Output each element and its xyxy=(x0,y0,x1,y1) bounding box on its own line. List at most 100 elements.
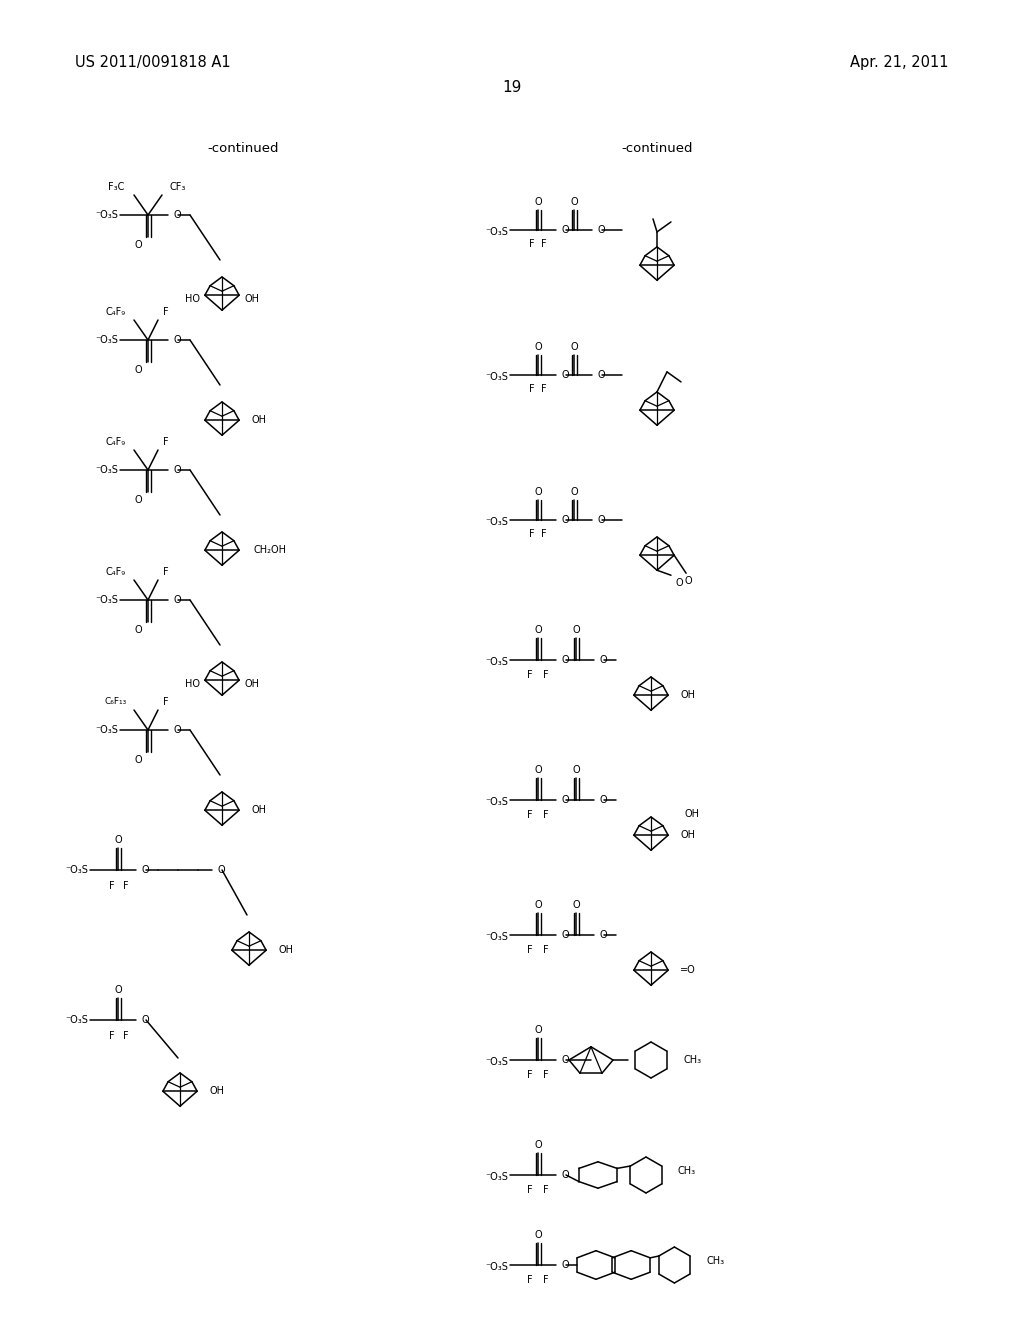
Text: F: F xyxy=(163,308,169,317)
Text: F: F xyxy=(110,880,115,891)
Text: O: O xyxy=(535,900,542,909)
Text: O: O xyxy=(134,624,141,635)
Text: O: O xyxy=(561,224,568,235)
Text: O: O xyxy=(597,370,604,380)
Text: ⁻O₃S: ⁻O₃S xyxy=(485,517,508,527)
Text: F: F xyxy=(163,697,169,708)
Text: C₄F₉: C₄F₉ xyxy=(105,568,126,577)
Text: CF₃: CF₃ xyxy=(170,182,186,191)
Text: F: F xyxy=(543,1071,549,1080)
Text: F: F xyxy=(543,1185,549,1195)
Text: F: F xyxy=(527,1185,532,1195)
Text: O: O xyxy=(600,795,607,805)
Text: ⁻O₃S: ⁻O₃S xyxy=(485,1057,508,1067)
Text: O: O xyxy=(570,197,578,207)
Text: F: F xyxy=(543,810,549,820)
Text: F: F xyxy=(123,880,129,891)
Text: US 2011/0091818 A1: US 2011/0091818 A1 xyxy=(75,54,230,70)
Text: C₄F₉: C₄F₉ xyxy=(105,437,126,447)
Text: O: O xyxy=(535,766,542,775)
Text: O: O xyxy=(600,655,607,665)
Text: F: F xyxy=(527,1071,532,1080)
Text: O: O xyxy=(142,865,150,875)
Text: O: O xyxy=(535,1230,542,1239)
Text: F: F xyxy=(542,239,547,249)
Text: O: O xyxy=(174,210,181,220)
Text: O: O xyxy=(684,577,692,586)
Text: ⁻O₃S: ⁻O₃S xyxy=(66,865,88,875)
Text: -continued: -continued xyxy=(207,141,279,154)
Text: -continued: -continued xyxy=(622,141,693,154)
Text: ⁻O₃S: ⁻O₃S xyxy=(95,465,118,475)
Text: O: O xyxy=(562,931,569,940)
Text: HO: HO xyxy=(185,680,200,689)
Text: O: O xyxy=(572,900,580,909)
Text: F: F xyxy=(163,437,169,447)
Text: OH: OH xyxy=(680,690,695,700)
Text: OH: OH xyxy=(680,830,695,841)
Text: F: F xyxy=(543,671,549,680)
Text: O: O xyxy=(535,487,542,498)
Text: C₆F₁₃: C₆F₁₃ xyxy=(104,697,127,706)
Text: O: O xyxy=(535,342,542,352)
Text: F: F xyxy=(543,945,549,954)
Text: F: F xyxy=(527,671,532,680)
Text: O: O xyxy=(535,1026,542,1035)
Text: OH: OH xyxy=(251,416,266,425)
Text: OH: OH xyxy=(244,680,259,689)
Text: O: O xyxy=(218,865,225,875)
Text: F: F xyxy=(542,529,547,539)
Text: O: O xyxy=(174,335,181,345)
Text: O: O xyxy=(174,725,181,735)
Text: O: O xyxy=(561,515,568,525)
Text: O: O xyxy=(142,1015,150,1026)
Text: 19: 19 xyxy=(503,81,521,95)
Text: O: O xyxy=(535,1140,542,1150)
Text: O: O xyxy=(562,1055,569,1065)
Text: F: F xyxy=(527,810,532,820)
Text: O: O xyxy=(134,495,141,506)
Text: F: F xyxy=(529,529,535,539)
Text: O: O xyxy=(597,515,604,525)
Text: OH: OH xyxy=(209,1086,224,1096)
Text: F: F xyxy=(529,239,535,249)
Text: F: F xyxy=(163,568,169,577)
Text: OH: OH xyxy=(244,294,259,304)
Text: OH: OH xyxy=(684,809,699,818)
Text: ⁻O₃S: ⁻O₃S xyxy=(95,335,118,345)
Text: ⁻O₃S: ⁻O₃S xyxy=(485,372,508,381)
Text: CH₃: CH₃ xyxy=(678,1166,696,1176)
Text: F: F xyxy=(527,945,532,954)
Text: O: O xyxy=(115,985,122,995)
Text: ⁻O₃S: ⁻O₃S xyxy=(485,657,508,667)
Text: OH: OH xyxy=(279,945,293,956)
Text: ⁻O₃S: ⁻O₃S xyxy=(66,1015,88,1026)
Text: F₃C: F₃C xyxy=(108,182,124,191)
Text: F: F xyxy=(543,1275,549,1284)
Text: ⁻O₃S: ⁻O₃S xyxy=(95,595,118,605)
Text: O: O xyxy=(535,197,542,207)
Text: O: O xyxy=(115,836,122,845)
Text: CH₂OH: CH₂OH xyxy=(253,545,286,556)
Text: ⁻O₃S: ⁻O₃S xyxy=(485,1172,508,1181)
Text: ⁻O₃S: ⁻O₃S xyxy=(95,210,118,220)
Text: ⁻O₃S: ⁻O₃S xyxy=(485,797,508,807)
Text: Apr. 21, 2011: Apr. 21, 2011 xyxy=(851,54,949,70)
Text: O: O xyxy=(562,1261,569,1270)
Text: O: O xyxy=(600,931,607,940)
Text: ⁻O₃S: ⁻O₃S xyxy=(485,932,508,942)
Text: O: O xyxy=(134,240,141,249)
Text: C₄F₉: C₄F₉ xyxy=(105,308,126,317)
Text: O: O xyxy=(597,224,604,235)
Text: F: F xyxy=(123,1031,129,1041)
Text: O: O xyxy=(572,766,580,775)
Text: ⁻O₃S: ⁻O₃S xyxy=(95,725,118,735)
Text: O: O xyxy=(572,624,580,635)
Text: =O: =O xyxy=(680,965,696,975)
Text: OH: OH xyxy=(251,805,266,816)
Text: CH₃: CH₃ xyxy=(707,1257,725,1266)
Text: O: O xyxy=(562,795,569,805)
Text: O: O xyxy=(570,487,578,498)
Text: O: O xyxy=(535,624,542,635)
Text: O: O xyxy=(570,342,578,352)
